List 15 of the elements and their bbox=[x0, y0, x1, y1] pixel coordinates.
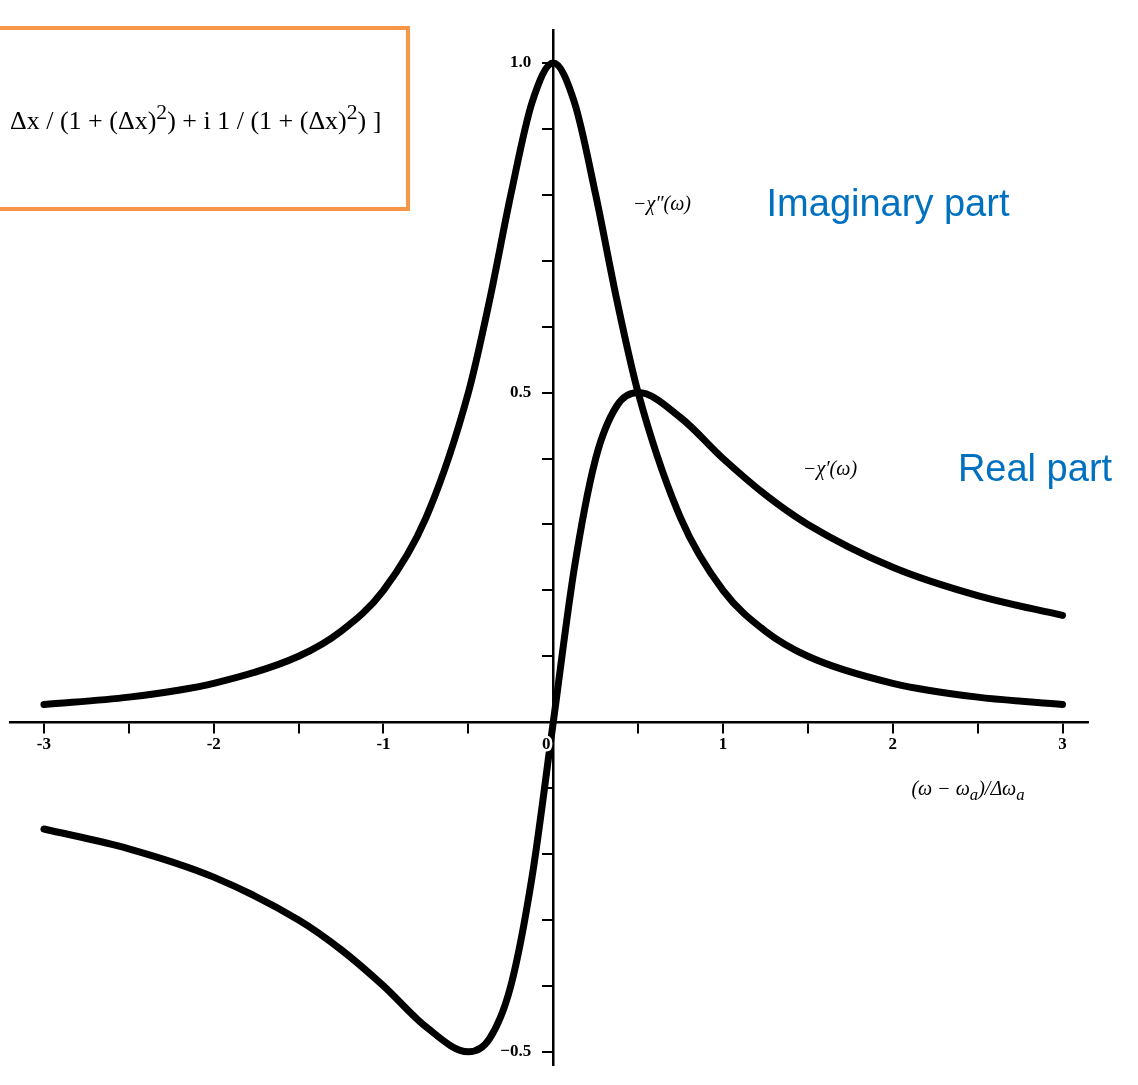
x-axis-title: (ω − ω$_{a}$)/Δω$_{a}$ bbox=[911, 777, 1025, 806]
x-tick-label: 1 bbox=[718, 734, 728, 754]
x-tick-label: 2 bbox=[888, 734, 898, 754]
annotation: Imaginary part bbox=[766, 181, 1010, 225]
annotation: Δx / (1 + (Δx)$^{2}$) + i 1 / (1 + (Δx)$^{2}$) ] bbox=[10, 100, 382, 136]
annotation: −χ″(ω) bbox=[632, 191, 692, 215]
annotation: Real part bbox=[957, 446, 1113, 490]
annotation: −χ′(ω) bbox=[802, 456, 858, 480]
x-tick-label: -3 bbox=[36, 734, 52, 754]
y-tick-label: 0.5 bbox=[509, 381, 532, 401]
y-tick-label: 1.0 bbox=[509, 52, 532, 72]
x-tick-label: -1 bbox=[376, 734, 391, 754]
x-tick-label: -2 bbox=[206, 734, 221, 754]
x-tick-label: 3 bbox=[1058, 734, 1067, 754]
y-tick-label: −0.5 bbox=[500, 1041, 532, 1061]
